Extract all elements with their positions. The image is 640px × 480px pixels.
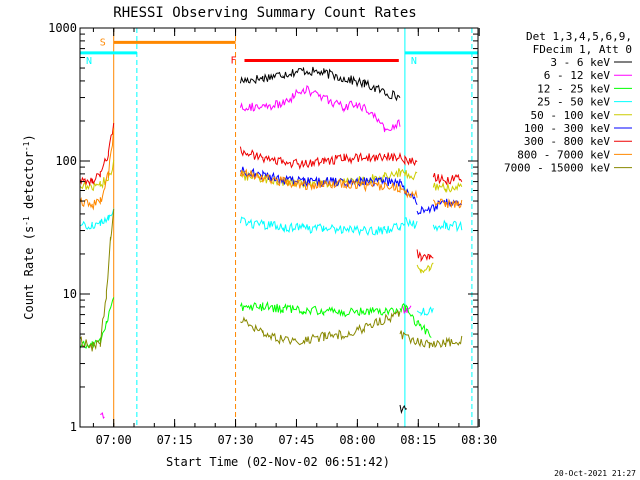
plot-frame [79,27,479,428]
y-axis-label-sup1: -1 [22,216,31,226]
chart-title: RHESSI Observing Summary Count Rates [113,5,416,21]
series-3-segment-2 [416,306,434,317]
y-tick-label-2: 100 [55,154,77,168]
series-4-segment-0 [79,159,115,192]
series-1-segment-0 [239,84,401,133]
y-axis-label-main: Count Rate (s [22,226,36,320]
legend-header-line-1: Det 1,3,4,5,6,9, [526,30,632,43]
series-2-segment-1 [239,301,401,318]
series-6 [79,123,463,263]
x-tick-label-3: 07:45 [278,433,314,447]
series-1 [100,84,412,420]
series-0-segment-1 [399,404,408,415]
series-8-segment-0 [79,208,115,352]
flag-label-3: F [230,55,236,66]
series-7-segment-2 [432,198,463,209]
legend-label-0: 3 - 6 keV [550,56,610,69]
series-0-segment-0 [239,66,401,102]
legend-label-1: 6 - 12 keV [544,69,611,82]
legend-label-6: 300 - 800 keV [524,135,610,148]
flag-label-1: N [86,56,92,67]
x-tick-label-0: 07:00 [96,433,132,447]
series-6-segment-1 [239,146,418,170]
series-6-segment-3 [432,173,463,186]
y-axis-label-mid: detector [22,151,36,216]
series-7-segment-1 [239,168,418,199]
x-tick-label-2: 07:30 [217,433,253,447]
flag-label-2: N [411,56,417,67]
series-3-segment-0 [79,208,115,230]
y-tick-label-1: 10 [63,287,77,301]
render-timestamp: 20-Oct-2021 21:27 [554,469,636,478]
series-8-segment-1 [240,309,401,346]
legend-label-8: 7000 - 15000 keV [504,162,610,175]
y-axis-label-sup2: -1 [22,141,31,151]
series-7 [79,128,463,211]
series-2-segment-2 [399,303,432,338]
series-1-segment-1 [402,305,412,314]
series-4-segment-3 [432,181,463,194]
axes: 07:00 07:15 07:30 07:45 08:00 08:15 08:30 1 10 10… [48,21,497,447]
plot-area: SN NF [79,28,478,427]
x-tick-label-5: 08:15 [400,433,436,447]
series-1-segment-2 [100,412,105,420]
x-tick-label-6: 08:30 [461,433,497,447]
legend-label-5: 100 - 300 keV [524,122,610,135]
x-tick-label-1: 07:15 [157,433,193,447]
y-axis-label: Count Rate (s-1 detector-1) [22,134,36,319]
series-8 [79,208,463,352]
y-tick-label-3: 1000 [48,21,77,35]
series-6-segment-2 [416,249,434,263]
y-axis-label-end: ) [22,134,36,141]
legend-label-3: 25 - 50 keV [537,96,610,109]
legend-header-line-2: FDecim 1, Att 0 [533,43,632,56]
series-3-segment-1 [239,216,418,237]
y-tick-label-0: 1 [70,420,77,434]
x-tick-label-4: 08:00 [339,433,375,447]
series-6-segment-0 [79,123,115,187]
flag-label-0: S [100,37,106,48]
series-3 [79,208,463,317]
series-4-segment-2 [416,262,434,274]
series-7-segment-0 [79,128,115,211]
series-8-segment-2 [399,330,463,349]
legend-label-7: 800 - 7000 keV [517,148,610,161]
legend-label-2: 12 - 25 keV [537,82,610,95]
series-0 [239,66,408,415]
legend-label-4: 50 - 100 keV [531,109,611,122]
series-3-segment-3 [432,219,463,233]
x-axis-label: Start Time (02-Nov-02 06:51:42) [166,455,390,469]
